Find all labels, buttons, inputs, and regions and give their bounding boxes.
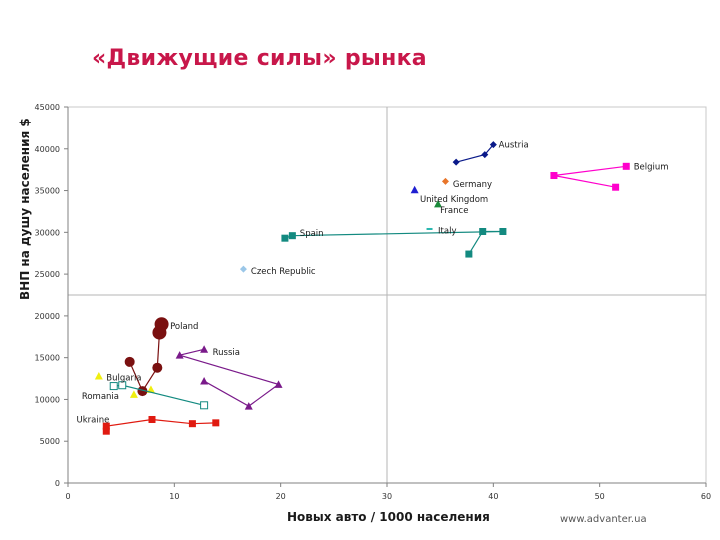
y-tick-label: 25000 [35, 270, 60, 279]
label-spain: Spain [300, 229, 324, 239]
point-russia-3 [244, 402, 253, 410]
axes: 0 10 20 30 40 50 60 0 5000 10000 15000 20000 25000 30… [35, 103, 712, 501]
y-tick-label: 30000 [35, 228, 60, 237]
point-russia-0 [200, 345, 209, 353]
series-layer [94, 141, 630, 435]
point-bulgaria-0 [94, 372, 103, 380]
point-belgium-2 [622, 162, 630, 170]
label-belgium: Belgium [634, 162, 669, 172]
website-url: www.advanter.ua [560, 514, 647, 525]
y-tick-label: 40000 [35, 145, 60, 154]
point-spain-4 [465, 250, 473, 258]
series-czech-republic [239, 265, 247, 273]
label-germany: Germany [453, 180, 492, 190]
point-poland-3 [137, 386, 148, 397]
point-austria-1 [481, 151, 489, 159]
point-romania-2 [200, 401, 209, 410]
x-axis-title: Новых авто / 1000 населения [287, 510, 490, 524]
label-united-kingdom: United Kingdom [420, 195, 488, 205]
series-austria [452, 141, 497, 166]
label-poland: Poland [170, 322, 198, 332]
point-romania-0 [109, 382, 118, 391]
point-poland-4 [124, 356, 135, 367]
point-france-0 [434, 199, 443, 208]
series-germany [441, 177, 449, 185]
point-united-kingdom-0 [410, 185, 419, 194]
point-spain-2 [499, 227, 507, 235]
label-france: France [440, 206, 468, 216]
label-ukraine: Ukraine [77, 415, 110, 425]
point-russia-2 [274, 380, 283, 388]
point-germany-0 [441, 177, 449, 185]
label-czech-republic: Czech Republic [251, 267, 316, 277]
point-spain-0 [281, 234, 289, 242]
point-ukraine-2 [148, 415, 156, 423]
y-tick-label: 35000 [35, 187, 60, 196]
y-tick-label: 10000 [35, 395, 60, 404]
slide-title: «Движущие силы» рынка [92, 46, 427, 71]
y-tick-label: 5000 [40, 437, 60, 446]
y-tick-label: 45000 [35, 103, 60, 112]
y-axis-title: ВНП на душу населения $ [18, 118, 32, 300]
point-austria-0 [452, 158, 460, 166]
point-czech-republic-0 [239, 265, 247, 273]
x-tick-label: 20 [276, 492, 286, 501]
point-spain-3 [479, 227, 487, 235]
series-belgium [550, 162, 630, 191]
series-italy [426, 227, 433, 230]
y-tick-label: 20000 [35, 312, 60, 321]
point-bulgaria-2 [129, 390, 138, 398]
x-tick-label: 30 [382, 492, 392, 501]
point-russia-4 [200, 377, 209, 385]
x-tick-label: 60 [701, 492, 711, 501]
series-spain [281, 227, 507, 258]
point-bulgaria-1 [146, 385, 155, 393]
point-ukraine-4 [212, 419, 220, 427]
series-romania [109, 381, 209, 410]
point-ukraine-3 [188, 420, 196, 428]
series-france [434, 199, 443, 208]
point-belgium-0 [612, 183, 620, 191]
point-belgium-1 [550, 172, 558, 180]
point-ukraine-0 [102, 427, 110, 435]
series-united-kingdom [410, 185, 419, 194]
y-tick-label: 0 [55, 479, 60, 488]
label-bulgaria: Bulgaria [106, 374, 141, 384]
series-ukraine [102, 415, 220, 435]
grid-lines [68, 107, 706, 483]
label-russia: Russia [213, 348, 240, 358]
point-labels: Austria Belgium Germany United KingdomFranc… [77, 141, 669, 426]
point-italy-0 [426, 227, 433, 230]
point-romania-1 [118, 381, 127, 390]
series-russia [175, 345, 283, 410]
x-tick-label: 0 [65, 492, 70, 501]
point-austria-2 [489, 141, 497, 149]
x-tick-label: 10 [169, 492, 179, 501]
label-romania: Romania [82, 392, 119, 402]
y-tick-label: 15000 [35, 354, 60, 363]
x-tick-label: 40 [488, 492, 498, 501]
x-tick-label: 50 [595, 492, 605, 501]
series-bulgaria [94, 372, 155, 398]
point-poland-1 [152, 325, 167, 340]
series-poland [124, 317, 169, 397]
point-spain-1 [288, 232, 296, 240]
point-poland-2 [152, 362, 163, 373]
point-ukraine-1 [102, 422, 110, 430]
point-russia-1 [175, 351, 184, 359]
label-austria: Austria [499, 141, 529, 151]
label-italy: Italy [438, 227, 456, 237]
